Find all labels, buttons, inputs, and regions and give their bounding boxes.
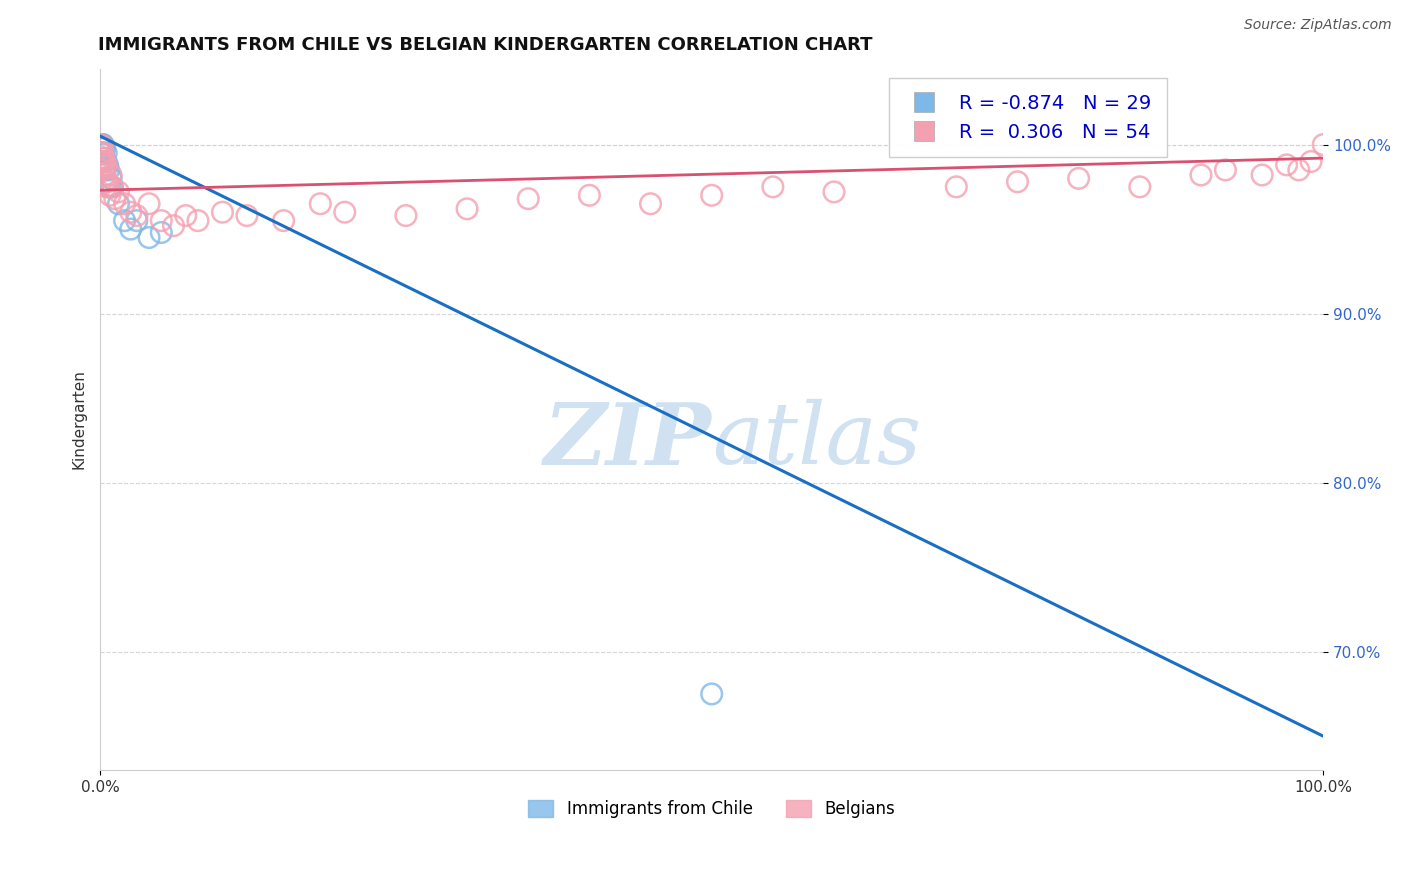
Point [100,171,122,186]
Point [120,205,142,219]
Point [104,192,127,206]
Point [114,196,136,211]
Point [91,141,114,155]
Point [138,196,160,211]
Point [1129,179,1152,194]
Point [93,151,115,165]
Point [125,209,148,223]
Point [1275,158,1298,172]
Point [333,205,356,219]
Point [762,179,785,194]
Text: atlas: atlas [711,399,921,482]
Point [91,158,114,172]
Point [211,205,233,219]
Point [97,163,120,178]
Point [107,185,129,199]
Point [395,209,418,223]
Point [98,188,121,202]
Point [94,168,117,182]
Point [96,158,118,172]
Point [93,163,115,178]
Point [1189,168,1212,182]
Point [150,226,173,240]
Text: IMMIGRANTS FROM CHILE VS BELGIAN KINDERGARTEN CORRELATION CHART: IMMIGRANTS FROM CHILE VS BELGIAN KINDERG… [98,36,873,54]
Point [125,213,148,227]
Point [1067,171,1090,186]
Point [91,151,114,165]
Point [94,163,117,178]
Point [90,137,112,152]
Point [90,146,112,161]
Point [1299,154,1322,169]
Point [1288,163,1310,178]
Point [90,137,112,152]
Point [90,146,112,161]
Point [107,196,129,211]
Point [90,146,112,161]
Point [90,154,112,169]
Point [91,146,114,161]
Point [94,154,117,169]
Text: ZIP: ZIP [544,399,711,482]
Point [96,146,118,161]
Point [91,141,114,155]
Point [93,151,115,165]
Point [456,202,478,216]
Point [138,230,160,244]
Point [91,137,114,152]
Point [700,188,723,202]
Point [96,175,118,189]
Point [273,213,295,227]
Point [91,146,114,161]
Point [150,213,173,227]
Point [174,209,197,223]
Point [517,192,540,206]
Point [90,137,112,152]
Point [101,179,124,194]
Point [309,196,332,211]
Point [578,188,600,202]
Point [162,219,184,233]
Point [945,179,967,194]
Text: Source: ZipAtlas.com: Source: ZipAtlas.com [1244,18,1392,32]
Point [93,146,115,161]
Legend: Immigrants from Chile, Belgians: Immigrants from Chile, Belgians [522,793,901,825]
Point [236,209,259,223]
Point [90,146,112,161]
Point [91,137,114,152]
Point [96,158,118,172]
Point [100,168,122,182]
Y-axis label: Kindergarten: Kindergarten [72,369,86,469]
Point [1007,175,1029,189]
Point [97,179,120,194]
Point [120,222,142,236]
Point [640,196,662,211]
Point [98,179,121,194]
Point [90,137,112,152]
Point [1215,163,1237,178]
Point [94,179,117,194]
Point [90,141,112,155]
Point [700,687,723,701]
Point [93,154,115,169]
Point [91,141,114,155]
Point [114,213,136,227]
Point [187,213,209,227]
Point [1251,168,1274,182]
Point [101,179,124,194]
Point [1312,137,1334,152]
Point [823,185,845,199]
Point [93,141,115,155]
Point [91,154,114,169]
